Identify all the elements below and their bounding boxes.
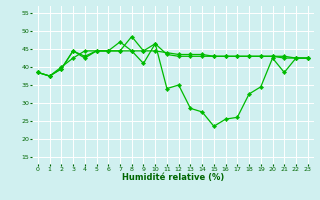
- X-axis label: Humidité relative (%): Humidité relative (%): [122, 173, 224, 182]
